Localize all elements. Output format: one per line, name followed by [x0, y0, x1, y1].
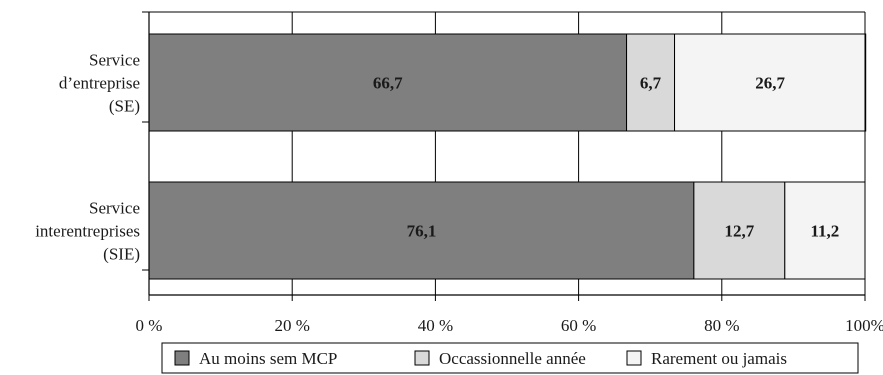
- x-tick-label: 80 %: [704, 316, 739, 335]
- bar-segment: [674, 33, 867, 132]
- legend-swatch: [174, 350, 190, 366]
- category-label-line: Service: [89, 51, 140, 70]
- legend-label: Occassionnelle année: [439, 349, 586, 368]
- bar-segment: [626, 33, 676, 132]
- data-label: 11,2: [810, 222, 839, 241]
- bars: 66,7 6,7 26,7 76,1 12,7 11,2: [148, 33, 867, 280]
- data-label: 12,7: [724, 222, 754, 241]
- category-label-line: (SIE): [103, 245, 140, 264]
- category-label-line: interentreprises: [35, 222, 140, 241]
- bar-segment: [148, 33, 628, 132]
- legend-label: Rarement ou jamais: [651, 349, 787, 368]
- bar-segment: [784, 181, 866, 280]
- x-tick-label: 40 %: [418, 316, 453, 335]
- x-tick-label: 60 %: [561, 316, 596, 335]
- bar-segment: [693, 181, 786, 280]
- category-label-line: Service: [89, 199, 140, 218]
- category-label-line: d’entreprise: [59, 74, 140, 93]
- legend: Au moins sem MCP Occassionnelle année Rare…: [161, 342, 859, 374]
- category-labels: Service d’entreprise (SE) Service interentre…: [35, 51, 140, 264]
- legend-box: [161, 342, 859, 374]
- data-label: 76,1: [407, 222, 437, 241]
- x-tick-label: 0 %: [136, 316, 163, 335]
- legend-label: Au moins sem MCP: [199, 349, 337, 368]
- bar-segment: [148, 181, 695, 280]
- category-label-line: (SE): [109, 97, 140, 116]
- x-tick-label: 20 %: [274, 316, 309, 335]
- x-axis: 0 % 20 % 40 % 60 % 80 % 100%: [136, 295, 883, 335]
- x-tick-label: 100%: [845, 316, 883, 335]
- legend-swatch: [626, 350, 642, 366]
- data-label: 6,7: [640, 74, 662, 93]
- plot-frame: [142, 11, 866, 296]
- data-label: 26,7: [755, 74, 785, 93]
- data-label: 66,7: [373, 74, 403, 93]
- legend-swatch: [414, 350, 430, 366]
